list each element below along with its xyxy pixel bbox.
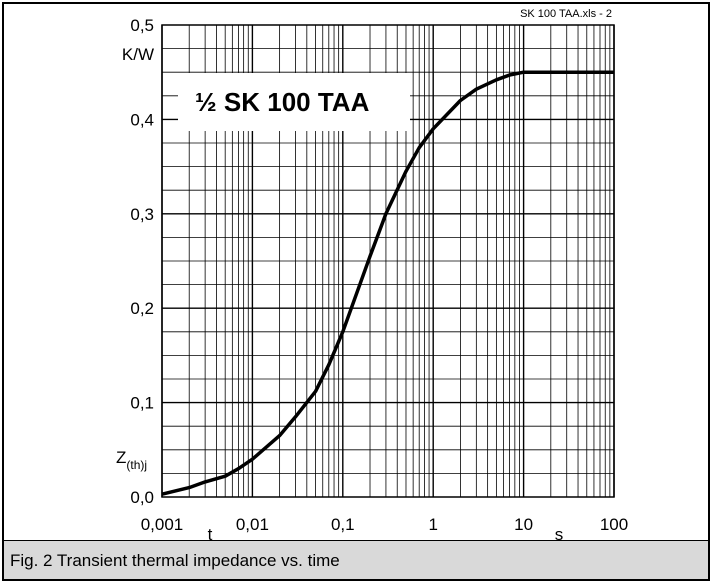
y-tick-label: 0,0 — [130, 488, 154, 507]
x-tick-label: 0,001 — [141, 515, 184, 534]
figure-caption: Fig. 2 Transient thermal impedance vs. t… — [10, 551, 340, 570]
x-tick-label: 100 — [600, 515, 628, 534]
series-line — [161, 70, 614, 496]
y-tick-label: 0,1 — [130, 394, 154, 413]
chart-title: ½ SK 100 TAA — [195, 87, 370, 117]
x-tick-label: 0,01 — [236, 515, 269, 534]
x-tick-label: 10 — [514, 515, 533, 534]
y-tick-labels: 0,0 0,1 0,2 0,3 0,4 0,5 — [130, 16, 154, 507]
x-tick-label: 1 — [428, 515, 437, 534]
title-background — [178, 73, 410, 131]
x-tick-labels: 0,001 0,01 0,1 1 10 100 — [141, 515, 628, 534]
y-tick-label: 0,5 — [130, 16, 154, 35]
y-axis-unit: K/W — [122, 45, 154, 64]
x-tick-label: 0,1 — [331, 515, 355, 534]
x-axis-label: t — [208, 525, 213, 544]
x-axis-unit: s — [555, 525, 564, 544]
y-tick-label: 0,2 — [130, 299, 154, 318]
file-label: SK 100 TAA.xls - 2 — [520, 8, 612, 20]
title-box: ½ SK 100 TAA — [178, 73, 410, 131]
y-axis-label: Z(th)j — [116, 448, 147, 472]
plot-border — [161, 24, 615, 498]
y-tick-label: 0,3 — [130, 205, 154, 224]
y-tick-label: 0,4 — [130, 110, 154, 129]
caption-bar: Fig. 2 Transient thermal impedance vs. t… — [4, 540, 708, 579]
